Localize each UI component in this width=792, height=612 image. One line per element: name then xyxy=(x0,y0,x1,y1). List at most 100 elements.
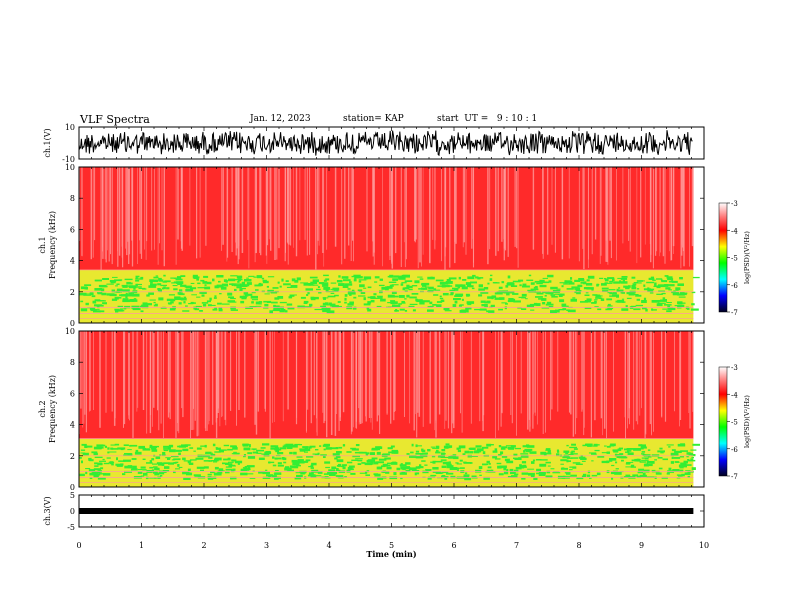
spectro-green-patch xyxy=(279,447,287,450)
spectro-green-patch xyxy=(508,448,514,450)
spectro-green-patch xyxy=(223,285,229,287)
spectro-green-patch xyxy=(463,461,467,463)
spectro-green-patch xyxy=(294,477,302,480)
spectro-green-patch xyxy=(296,277,301,281)
spectro-green-patch xyxy=(174,297,183,300)
spectro-green-patch xyxy=(96,300,104,302)
spectro-green-patch xyxy=(604,278,609,282)
spectro-green-patch xyxy=(621,298,625,300)
spectro-green-patch xyxy=(109,461,114,465)
spectro-green-patch xyxy=(428,476,436,478)
spectro-green-patch xyxy=(432,304,437,306)
spectro-green-patch xyxy=(666,302,672,303)
spectro-green-patch xyxy=(187,461,191,464)
spectro-green-patch xyxy=(522,445,530,448)
spectro-green-patch xyxy=(664,284,669,287)
spectro-green-patch xyxy=(478,288,485,291)
spectro-green-patch xyxy=(473,451,480,454)
spectro-green-patch xyxy=(122,473,126,476)
spectro-green-patch xyxy=(637,471,643,474)
spectro-green-patch xyxy=(513,469,519,473)
spectro-green-patch xyxy=(295,472,301,474)
spectro-green-patch xyxy=(536,303,541,306)
spectro-green-patch xyxy=(658,290,665,292)
spectro-green-patch xyxy=(467,294,471,297)
spectro-green-patch xyxy=(411,443,414,447)
spectro-green-patch xyxy=(569,466,574,468)
spectro-green-patch xyxy=(79,457,82,459)
spectro-green-patch xyxy=(570,298,577,302)
spectro-green-patch xyxy=(482,451,486,454)
spectro-green-patch xyxy=(330,303,336,307)
spectro-green-patch xyxy=(347,292,356,295)
spectro-green-patch xyxy=(478,466,483,469)
ch2-spectro-ylabel-channel: ch.2 xyxy=(38,400,47,417)
spectro-green-patch xyxy=(680,443,685,446)
ch2-y-tick-label: 4 xyxy=(70,421,75,430)
spectro-green-patch xyxy=(631,286,637,290)
spectro-green-patch xyxy=(581,460,586,462)
spectro-green-patch xyxy=(591,302,596,304)
spectro-green-patch xyxy=(373,293,377,296)
spectro-green-patch xyxy=(455,293,464,297)
spectro-green-patch xyxy=(685,470,691,472)
spectro-green-patch xyxy=(650,276,654,279)
spectro-green-patch xyxy=(363,303,371,306)
spectro-green-patch xyxy=(149,466,154,469)
spectro-green-patch xyxy=(335,475,344,477)
spectro-green-patch xyxy=(192,276,200,279)
spectro-green-patch xyxy=(504,306,507,310)
spectro-green-patch xyxy=(230,306,236,310)
spectro-green-patch xyxy=(633,308,641,311)
spectro-green-patch xyxy=(335,455,341,459)
spectro-green-patch xyxy=(101,444,106,447)
spectro-green-patch xyxy=(158,297,164,301)
spectro-green-patch xyxy=(289,451,293,455)
colorbar-tick-label: -7 xyxy=(731,473,738,481)
spectro-green-patch xyxy=(361,462,366,464)
spectro-green-patch xyxy=(282,445,291,448)
spectro-green-patch xyxy=(387,286,393,289)
spectro-green-patch xyxy=(568,454,574,455)
spectro-green-patch xyxy=(680,302,686,304)
spectro-green-patch xyxy=(501,446,508,449)
spectro-green-patch xyxy=(586,298,592,301)
spectro-green-patch xyxy=(545,293,553,295)
spectro-green-patch xyxy=(93,452,98,456)
spectro-green-patch xyxy=(351,459,359,461)
spectro-green-patch xyxy=(347,303,354,306)
spectro-green-patch xyxy=(285,280,289,282)
spectro-green-patch xyxy=(385,471,390,474)
spectro-green-patch xyxy=(640,446,647,449)
spectro-green-patch xyxy=(216,275,224,278)
spectro-green-patch xyxy=(347,467,353,470)
spectro-green-patch xyxy=(160,307,167,309)
spectro-green-patch xyxy=(248,444,251,448)
spectro-green-patch xyxy=(602,290,609,292)
spectro-green-patch xyxy=(492,450,498,453)
ch1-y-tick-label: 8 xyxy=(70,194,75,203)
spectro-green-patch xyxy=(415,455,424,459)
spectro-green-patch xyxy=(293,451,297,455)
spectro-green-patch xyxy=(463,474,470,477)
spectro-green-patch xyxy=(320,305,326,308)
spectro-green-patch xyxy=(490,304,495,308)
spectro-green-patch xyxy=(305,459,311,462)
spectro-green-patch xyxy=(679,467,684,469)
spectro-green-patch xyxy=(586,279,590,282)
spectro-green-patch xyxy=(140,276,144,280)
spectro-green-patch xyxy=(658,284,666,288)
ch1-y-tick-label: 6 xyxy=(70,225,75,234)
spectro-green-patch xyxy=(152,445,159,448)
spectro-green-patch xyxy=(539,463,547,467)
spectro-green-patch xyxy=(197,287,205,289)
spectro-green-patch xyxy=(135,294,139,297)
spectro-green-patch xyxy=(646,461,655,464)
spectro-green-patch xyxy=(432,447,439,449)
spectro-green-patch xyxy=(297,461,305,464)
spectro-green-patch xyxy=(454,300,458,304)
spectro-green-patch xyxy=(175,468,181,470)
spectro-green-patch xyxy=(217,471,223,474)
spectro-green-patch xyxy=(79,473,85,477)
spectro-green-patch xyxy=(466,301,475,304)
